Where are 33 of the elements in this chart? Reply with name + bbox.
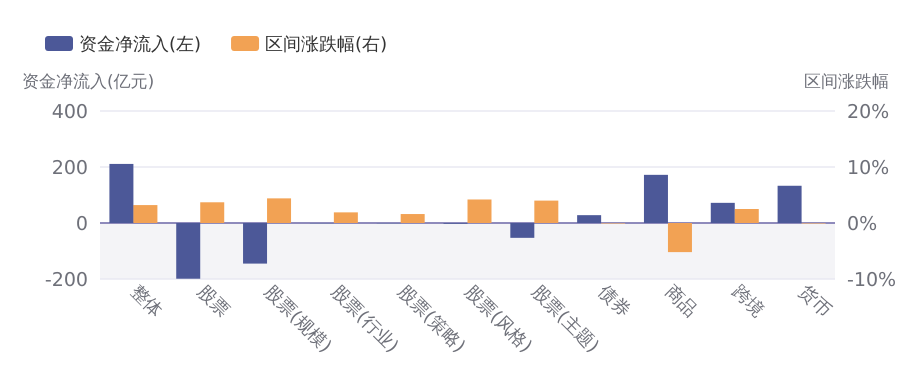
y2-axis-title: 区间涨跌幅 <box>804 72 889 92</box>
bar <box>668 223 692 252</box>
x-tick-label: 跨境 <box>728 281 768 322</box>
x-tick-label: 债券 <box>594 281 634 322</box>
x-tick-label: 股票 <box>193 281 234 322</box>
y-tick-label: 400 <box>52 101 88 123</box>
y-axis-title: 资金净流入(亿元) <box>22 72 154 92</box>
bar <box>510 223 534 238</box>
bar <box>109 164 134 223</box>
y-tick-label: 0 <box>76 213 88 235</box>
bar <box>577 215 602 223</box>
x-tick-label: 整体 <box>126 281 167 322</box>
bar <box>243 223 268 264</box>
bar <box>468 199 492 223</box>
bar <box>334 212 358 223</box>
bar <box>200 202 224 223</box>
y2-tick-label: 0% <box>847 213 878 235</box>
bar <box>267 198 292 223</box>
legend-label: 区间涨跌幅(右) <box>265 34 388 55</box>
bar <box>778 186 802 223</box>
y-tick-label: -200 <box>44 269 88 291</box>
x-tick-label: 商品 <box>660 281 702 322</box>
y2-tick-label: 20% <box>847 101 890 123</box>
bar <box>644 174 668 223</box>
legend-label: 资金净流入(左) <box>79 34 202 55</box>
y2-tick-label: -10% <box>847 269 896 291</box>
bar <box>534 200 558 223</box>
x-tick-label: 货币 <box>794 281 835 322</box>
y-tick-label: 200 <box>52 157 88 179</box>
bar <box>176 223 200 279</box>
bar <box>400 214 425 223</box>
bar <box>133 205 158 223</box>
y2-tick-label: 10% <box>847 157 890 179</box>
